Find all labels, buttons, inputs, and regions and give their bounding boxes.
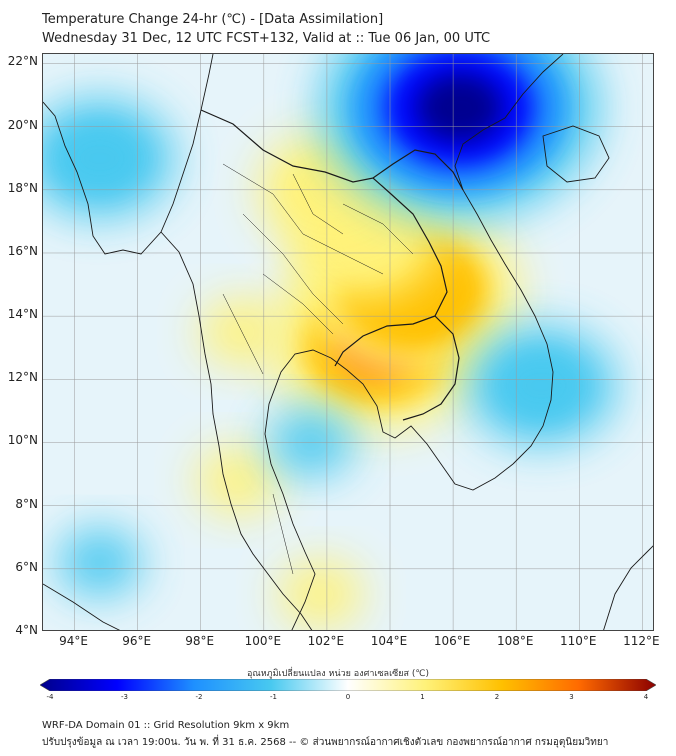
border-laos-vietnam [372,149,464,191]
lat-label: 14°N [7,307,38,322]
lon-label: 98°E [185,634,215,648]
lon-label: 94°E [59,634,88,648]
colorbar [40,679,656,691]
colorbar-title: อุณหภูมิเปลี่ยนแปลง หน่วย องศาเซลเซียส (… [246,669,430,679]
coastline-gulf-east [330,357,514,491]
lon-label: 108°E [496,634,534,648]
colorbar-tick-label: 1 [420,693,425,701]
lat-label: 20°N [7,117,38,132]
colorbar-tick-label: 4 [643,693,649,701]
warm-south-sea [278,560,364,629]
temperature-change-map[interactable] [42,53,654,631]
lon-label: 112°E [623,634,660,648]
lon-label: 100°E [244,634,282,648]
graticule [43,54,653,630]
colorbar-tick-label: 3 [569,693,574,701]
lat-label: 10°N [7,433,38,448]
chart-subtitle: Wednesday 31 Dec, 12 UTC FCST+132, Valid… [42,31,491,46]
coastline-vietnam [454,54,564,465]
lat-label: 18°N [7,180,38,195]
coastline-sumatra [43,583,121,630]
colorbar-tick-label: -4 [46,693,54,701]
cold-east-sea [498,351,584,420]
map-canvas [43,54,653,630]
lat-label: 22°N [7,54,38,69]
coastlines-and-borders [43,54,653,630]
lon-label: 110°E [560,634,597,648]
footer-credit: ปรับปรุงข้อมูล ณ เวลา 19:00น. วัน พ. ที่… [42,737,609,748]
cold-south-west [57,528,143,597]
colorbar-tick-label: 0 [345,693,351,701]
lon-label: 104°E [370,634,408,648]
coastline-hainan [542,125,610,183]
lat-label: 12°N [7,370,38,385]
lon-label: 106°E [433,634,471,648]
temperature-field [43,54,617,629]
lon-label: 96°E [122,634,152,648]
colorbar-tick-label: 2 [494,693,500,701]
footer-model-info: WRF-DA Domain 01 :: Grid Resolution 9km … [42,720,290,731]
colorbar-tick-label: -2 [195,693,203,701]
border-cambodia [402,315,460,421]
warm-peninsula [196,446,282,515]
coastline-myanmar-west [43,54,214,255]
lon-label: 102°E [307,634,345,648]
colorbar-tick-label: -1 [270,693,277,701]
cold-northwest [57,124,143,193]
colorbar-bar [40,679,656,691]
coastline-gulf-west [264,349,332,630]
lat-label: 4°N [15,623,38,637]
coastline-andaman [160,231,313,630]
province-lines [222,163,414,575]
lat-label: 8°N [15,496,38,511]
chart-title: Temperature Change 24-hr (℃) - [Data Ass… [42,12,384,27]
lat-label: 6°N [15,559,38,574]
border-thailand-east [334,315,436,367]
colorbar-tick-label: -3 [121,693,128,701]
lat-label: 16°N [7,243,38,258]
cold-gulf-tonkin [416,73,502,142]
coastline-borneo [603,545,653,630]
